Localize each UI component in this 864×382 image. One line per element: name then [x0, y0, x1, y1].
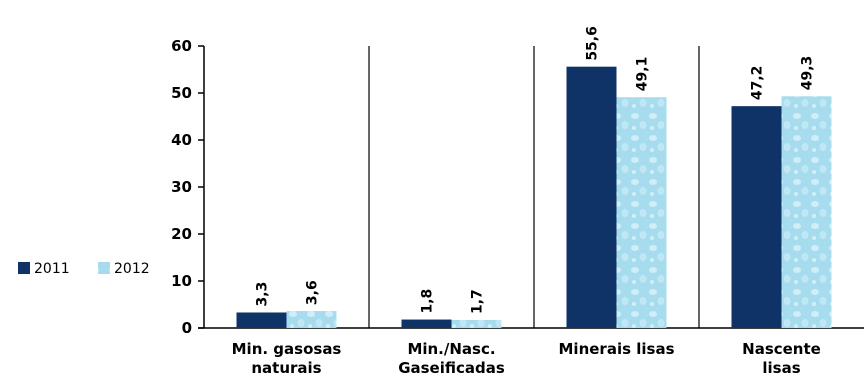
- bar-2012-0: [286, 311, 337, 328]
- category-label: Gaseificadas: [398, 359, 505, 377]
- category-label: Minerais lisas: [559, 340, 675, 358]
- data-label: 47,2: [750, 66, 766, 101]
- legend-swatch-2012: [98, 262, 110, 274]
- bar-2011-0: [236, 312, 287, 328]
- y-tick-label: 60: [171, 37, 192, 55]
- data-label: 3,6: [305, 280, 321, 305]
- bar-2011-2: [566, 66, 617, 329]
- bar-2011-3: [731, 106, 782, 328]
- bar-2012-1: [451, 320, 502, 328]
- category-label: Nascente: [742, 340, 821, 358]
- bar-2012-2: [616, 97, 667, 328]
- category-label: lisas: [762, 359, 800, 377]
- bars: [236, 66, 832, 329]
- data-label: 49,1: [635, 57, 651, 92]
- data-label: 55,6: [585, 26, 601, 61]
- y-tick-label: 40: [171, 131, 192, 149]
- category-label: Min./Nasc.: [407, 340, 495, 358]
- category-label: naturais: [251, 359, 321, 377]
- legend-label-2011: 2011: [34, 261, 70, 277]
- y-tick-label: 30: [171, 178, 192, 196]
- y-tick-label: 20: [171, 225, 192, 243]
- y-tick-label: 10: [171, 272, 192, 290]
- bar-2011-1: [401, 319, 452, 328]
- legend-swatch-2011: [18, 262, 30, 274]
- y-tick-label: 0: [182, 319, 192, 337]
- data-label: 49,3: [800, 56, 816, 91]
- data-label: 1,8: [420, 289, 436, 314]
- y-tick-label: 50: [171, 84, 192, 102]
- legend-label-2012: 2012: [114, 261, 150, 277]
- bar-2012-3: [781, 96, 832, 328]
- legend: 2011 2012: [18, 261, 150, 277]
- category-label: Min. gasosas: [232, 340, 342, 358]
- data-label: 3,3: [255, 282, 271, 307]
- data-label: 1,7: [470, 289, 486, 314]
